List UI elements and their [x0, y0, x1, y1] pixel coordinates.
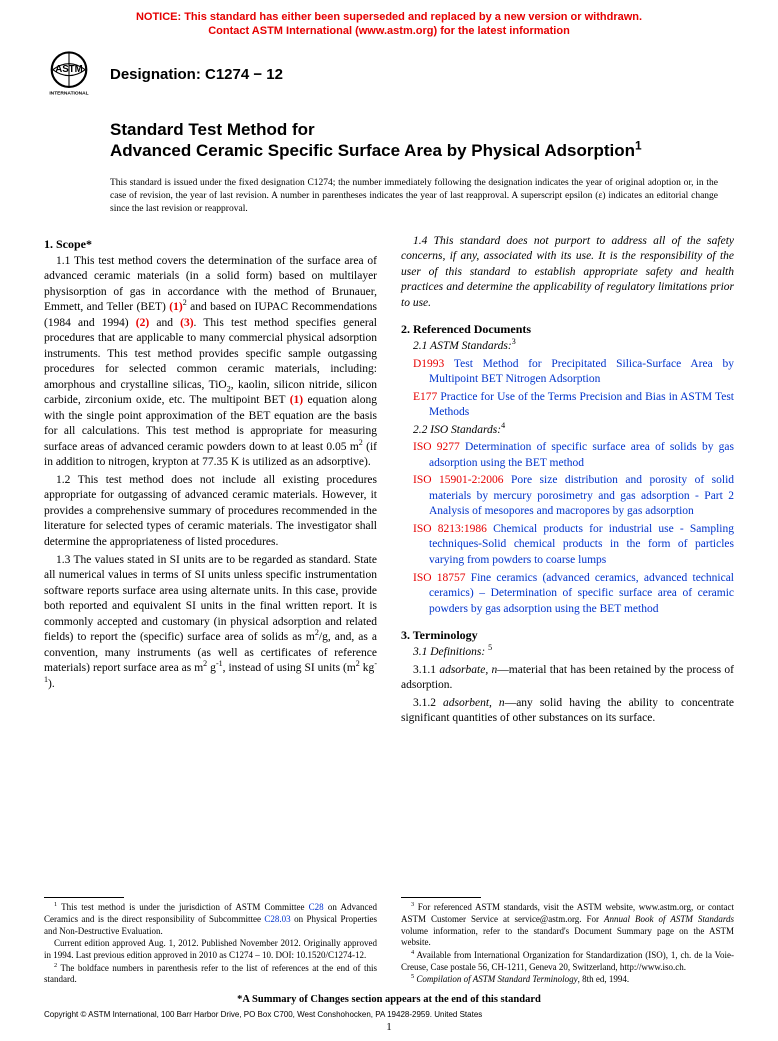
designation: Designation: C1274 − 12 [110, 64, 283, 83]
footnote-3: 3 For referenced ASTM standards, visit t… [401, 902, 734, 949]
left-column: 1. Scope* 1.1 This test method covers th… [44, 234, 377, 729]
title-line1: Standard Test Method for [110, 119, 718, 140]
page-number: 1 [0, 1021, 778, 1033]
ref-iso8213: ISO 8213:1986 Chemical products for indu… [401, 522, 734, 569]
ref-e177: E177 Practice for Use of the Terms Preci… [401, 390, 734, 421]
astm-logo: ASTM INTERNATIONAL [42, 47, 96, 101]
section-3-head: 3. Terminology [401, 627, 734, 643]
footnote-1-edition: Current edition approved Aug. 1, 2012. P… [44, 938, 377, 961]
summary-changes-note: *A Summary of Changes section appears at… [0, 994, 778, 1005]
definitions-head: 3.1 Definitions: 5 [401, 645, 734, 661]
para-1-2: 1.2 This test method does not include al… [44, 473, 377, 551]
notice-line2: Contact ASTM International (www.astm.org… [208, 25, 570, 37]
title-block: Standard Test Method for Advanced Cerami… [0, 101, 778, 170]
footnote-2: 2 The boldface numbers in parenthesis re… [44, 963, 377, 986]
ref-iso15901: ISO 15901-2:2006 Pore size distribution … [401, 473, 734, 520]
para-3-1-1: 3.1.1 adsorbate, n—material that has bee… [401, 663, 734, 694]
ref-iso18757: ISO 18757 Fine ceramics (advanced cerami… [401, 571, 734, 618]
footnote-1: 1 This test method is under the jurisdic… [44, 902, 377, 937]
astm-standards-head: 2.1 ASTM Standards:3 [401, 339, 734, 355]
svg-text:INTERNATIONAL: INTERNATIONAL [49, 90, 88, 96]
footnote-5: 5 Compilation of ASTM Standard Terminolo… [401, 974, 734, 986]
ref-d1993: D1993 Test Method for Precipitated Silic… [401, 357, 734, 388]
section-2-head: 2. Referenced Documents [401, 321, 734, 337]
header: ASTM INTERNATIONAL Designation: C1274 − … [0, 43, 778, 101]
ref-iso9277: ISO 9277 Determination of specific surfa… [401, 440, 734, 471]
svg-text:ASTM: ASTM [55, 63, 83, 74]
supersession-notice: NOTICE: This standard has either been su… [0, 0, 778, 43]
para-3-1-2: 3.1.2 adsorbent, n—any solid having the … [401, 696, 734, 727]
para-1-4: 1.4 This standard does not purport to ad… [401, 234, 734, 312]
title-line2: Advanced Ceramic Specific Surface Area b… [110, 140, 718, 161]
body-columns: 1. Scope* 1.1 This test method covers th… [0, 216, 778, 729]
right-column: 1.4 This standard does not purport to ad… [401, 234, 734, 729]
notice-line1: NOTICE: This standard has either been su… [136, 11, 642, 23]
section-1-head: 1. Scope* [44, 236, 377, 252]
iso-standards-head: 2.2 ISO Standards:4 [401, 423, 734, 439]
footnotes: 1 This test method is under the jurisdic… [44, 898, 734, 987]
footnote-4: 4 Available from International Organizat… [401, 950, 734, 973]
issuance-note: This standard is issued under the fixed … [0, 169, 778, 215]
footnotes-right: 3 For referenced ASTM standards, visit t… [401, 898, 734, 987]
para-1-1: 1.1 This test method covers the determin… [44, 254, 377, 471]
para-1-3: 1.3 The values stated in SI units are to… [44, 553, 377, 693]
copyright: Copyright © ASTM International, 100 Barr… [44, 1010, 482, 1019]
footnotes-left: 1 This test method is under the jurisdic… [44, 898, 377, 987]
